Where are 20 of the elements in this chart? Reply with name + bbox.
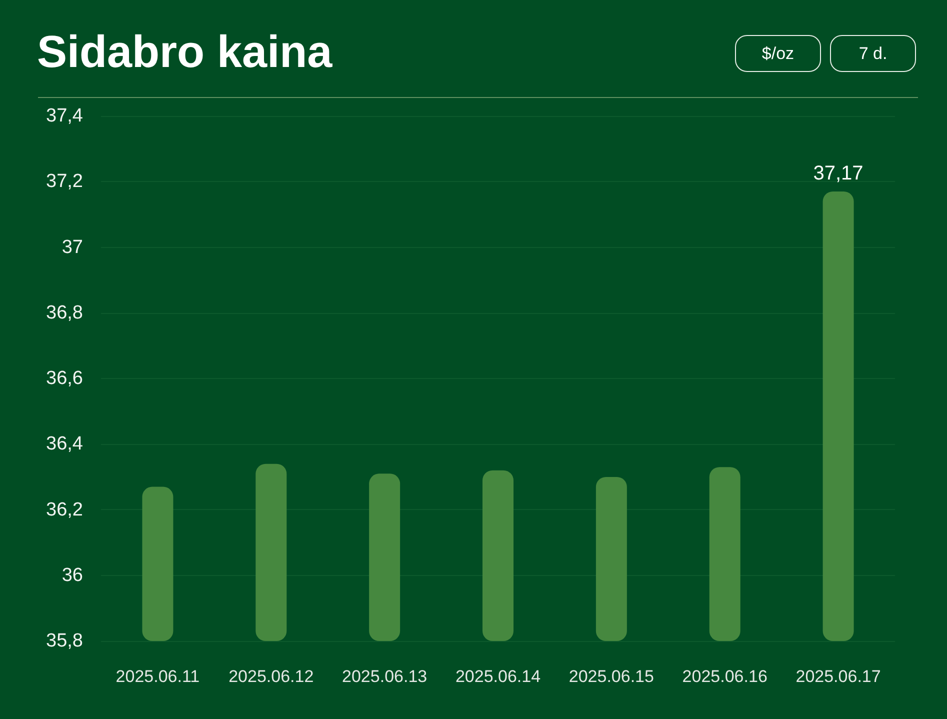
- y-tick-label: 35,8: [46, 630, 83, 652]
- x-tick-label: 2025.06.13: [342, 667, 428, 686]
- chart-title: Sidabro kaina: [37, 25, 332, 79]
- x-tick-label: 2025.06.15: [568, 667, 654, 686]
- x-tick-label: 2025.06.16: [682, 667, 768, 686]
- text: 7 d.: [830, 35, 916, 72]
- y-tick-label: 37,4: [46, 106, 84, 126]
- x-tick-label: 2025.06.12: [228, 667, 314, 686]
- y-tick-label: 36,4: [46, 434, 84, 455]
- y-tick-label: 36,6: [46, 368, 83, 389]
- y-tick-label: 37: [62, 236, 83, 258]
- text: $/oz: [735, 35, 821, 72]
- y-tick-label: 36,2: [46, 499, 83, 520]
- data-label: 37,17: [813, 162, 864, 184]
- x-tick-label: 2025.06.17: [796, 667, 881, 686]
- y-tick-label: 36,8: [46, 302, 83, 324]
- y-tick-label: 37,2: [46, 171, 83, 192]
- x-tick-label: 2025.06.11: [116, 667, 200, 686]
- x-tick-label: 2025.06.14: [455, 667, 541, 686]
- y-tick-label: 36: [62, 564, 83, 586]
